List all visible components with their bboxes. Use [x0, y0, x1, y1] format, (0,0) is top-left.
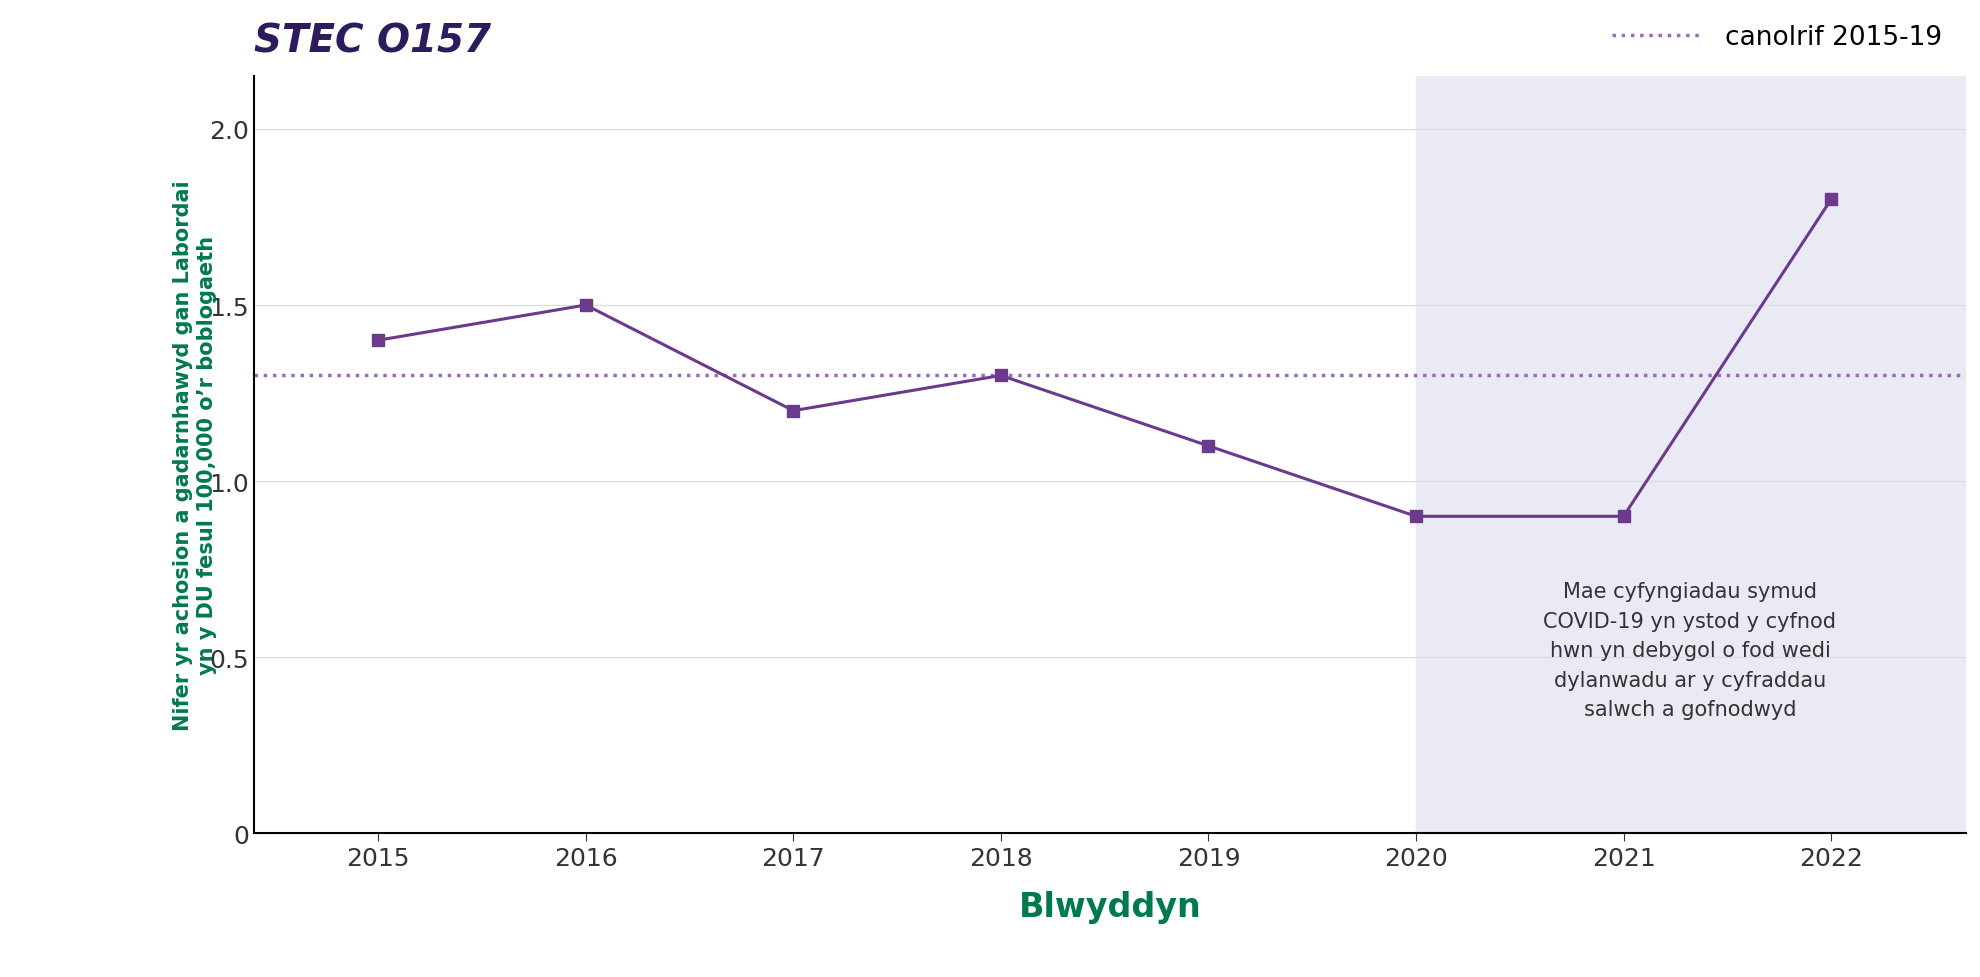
Text: Mae cyfyngiadau symud
COVID-19 yn ystod y cyfnod
hwn yn debygol o fod wedi
dylan: Mae cyfyngiadau symud COVID-19 yn ystod …	[1542, 581, 1835, 720]
Y-axis label: Nifer yr achosion a gadarnhawyd gan Labordai
yn y DU fesul 100,000 o’r boblogaet: Nifer yr achosion a gadarnhawyd gan Labo…	[174, 180, 216, 730]
Legend: canolrif 2015-19: canolrif 2015-19	[1600, 15, 1952, 62]
Bar	[1416, 77, 1964, 833]
Text: STEC O157: STEC O157	[253, 22, 491, 60]
X-axis label: Blwyddyn: Blwyddyn	[1018, 890, 1200, 923]
